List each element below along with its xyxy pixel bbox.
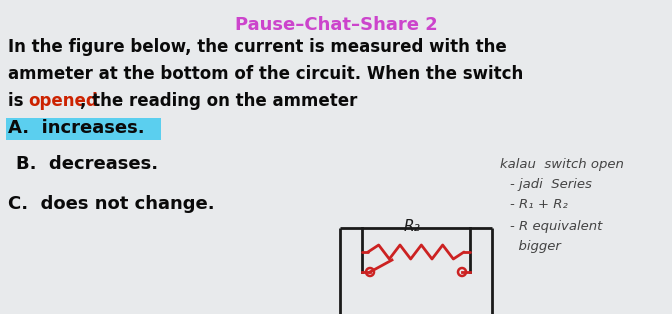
Text: opened: opened (28, 92, 97, 110)
Text: C.  does not change.: C. does not change. (8, 195, 214, 213)
Text: - jadi  Series: - jadi Series (510, 178, 592, 191)
Text: R₂: R₂ (404, 219, 421, 234)
Text: ammeter at the bottom of the circuit. When the switch: ammeter at the bottom of the circuit. Wh… (8, 65, 523, 83)
Text: B.  decreases.: B. decreases. (16, 155, 158, 173)
Text: Pause–Chat–Share 2: Pause–Chat–Share 2 (235, 16, 437, 34)
Text: bigger: bigger (510, 240, 561, 253)
Text: A.  increases.: A. increases. (8, 119, 144, 137)
Text: - R equivalent: - R equivalent (510, 220, 602, 233)
Bar (6, 118, 161, 140)
Text: - R₁ + R₂: - R₁ + R₂ (510, 198, 568, 211)
Text: In the figure below, the current is measured with the: In the figure below, the current is meas… (8, 38, 507, 56)
Text: , the reading on the ammeter: , the reading on the ammeter (80, 92, 358, 110)
Text: kalau  switch open: kalau switch open (500, 158, 624, 171)
Text: is: is (8, 92, 30, 110)
